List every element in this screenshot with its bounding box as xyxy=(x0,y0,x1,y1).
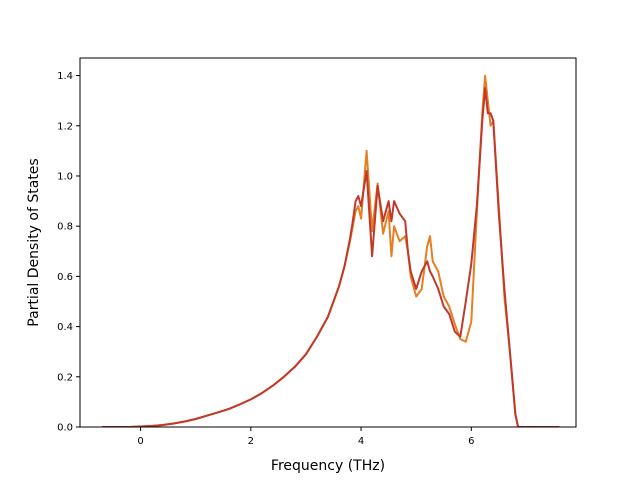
y-tick-label: 0.0 xyxy=(57,423,73,434)
series-lines xyxy=(102,74,560,427)
y-tick-label: 0.2 xyxy=(57,372,73,383)
x-axis-label: Frequency (THz) xyxy=(271,458,385,474)
axes: 0 2 4 6 0.0 0.2 0.4 0.6 0.8 1.0 1.2 1.4 xyxy=(57,57,577,447)
x-tick-label: 2 xyxy=(248,436,254,447)
y-tick-label: 1.4 xyxy=(57,71,73,82)
x-tick-label: 6 xyxy=(468,436,474,447)
y-tick-label: 1.2 xyxy=(57,121,73,132)
x-tick-label: 0 xyxy=(137,436,143,447)
axes-frame xyxy=(79,57,577,428)
y-tick-label: 0.8 xyxy=(57,222,73,233)
y-tick-label: 1.0 xyxy=(57,171,73,182)
y-tick-label: 0.4 xyxy=(57,322,73,333)
y-tick-label: 0.6 xyxy=(57,272,73,283)
x-tick-label: 4 xyxy=(358,436,364,447)
series-line-2 xyxy=(102,87,560,427)
y-axis-label: Partial Density of States xyxy=(26,158,42,326)
